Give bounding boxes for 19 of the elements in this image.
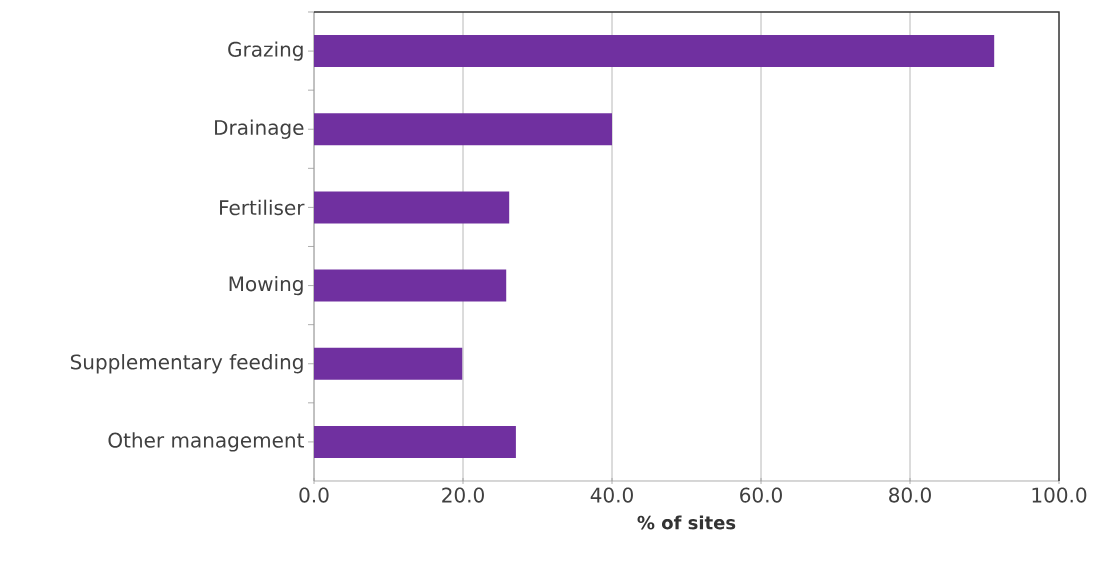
x-tick-label: 100.0 — [1032, 487, 1087, 503]
bar — [314, 347, 463, 380]
bar — [314, 191, 510, 224]
bar — [314, 35, 995, 68]
y-tick-label: Grazing — [228, 41, 303, 61]
y-tick-label: Other management — [108, 432, 304, 452]
bar — [314, 269, 507, 302]
x-tick-label: 20.0 — [442, 487, 484, 503]
x-axis-title: % of sites — [637, 515, 736, 530]
y-tick-label: Supplementary feeding — [70, 354, 303, 374]
x-tick-label: 0.0 — [299, 487, 329, 503]
bar — [314, 113, 613, 146]
x-tick-label: 40.0 — [590, 487, 633, 503]
x-tick-label: 80.0 — [889, 487, 931, 503]
y-tick-label: Mowing — [229, 275, 303, 296]
y-tick-label: Drainage — [215, 119, 304, 139]
x-tick-label: 60.0 — [740, 487, 782, 503]
bar — [314, 425, 516, 458]
y-tick-label: Fertiliser — [220, 199, 305, 216]
